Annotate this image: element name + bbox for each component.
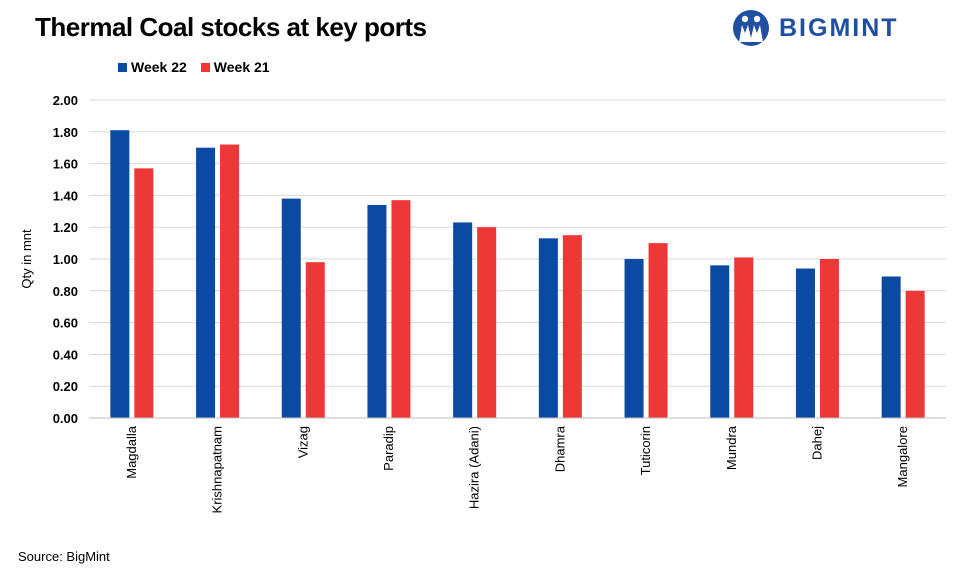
bar-week-22 xyxy=(795,268,815,418)
legend-label-week-21: Week 21 xyxy=(213,59,270,75)
bar-week-21 xyxy=(134,168,154,418)
legend-swatch-week-22 xyxy=(118,62,127,72)
x-tick-label: Tuticorin xyxy=(638,426,653,475)
bar-week-21 xyxy=(220,144,240,418)
bar-week-22 xyxy=(453,222,473,418)
x-tick-label: Paradip xyxy=(381,426,396,471)
legend-item-week-21: Week 21 xyxy=(200,59,270,75)
gridlines xyxy=(89,99,946,419)
chart-title: Thermal Coal stocks at key ports xyxy=(35,12,427,42)
bar-week-21 xyxy=(734,257,754,418)
x-tick-label: Hazira (Adani) xyxy=(467,426,482,509)
bar-week-22 xyxy=(367,204,387,418)
y-tick-label: 0.80 xyxy=(53,284,78,299)
bar-week-22 xyxy=(196,147,216,418)
source-note: Source: BigMint xyxy=(18,549,110,564)
bar-week-22 xyxy=(110,130,130,418)
x-axis-ticks: Magdalla Krishnapatnam Vizag Paradip Hazira … xyxy=(124,425,910,513)
bar-week-21 xyxy=(391,200,411,418)
y-axis-title: Qty in mnt xyxy=(19,229,34,289)
x-tick-label: Magdalla xyxy=(124,425,139,479)
x-tick-label: Vizag xyxy=(295,426,310,458)
bar-week-22 xyxy=(538,238,558,418)
bars xyxy=(110,130,925,418)
bar-chart: 0.00 0.20 0.40 0.60 0.80 1.00 1.20 1.40 1.60 1.80… xyxy=(19,93,946,513)
y-axis-ticks: 0.00 0.20 0.40 0.60 0.80 1.00 1.20 1.40 1.60 1.80… xyxy=(53,93,78,426)
legend: Week 22 Week 21 xyxy=(118,59,270,75)
logo-text: BIGMINT xyxy=(779,14,899,42)
x-tick-label: Mangalore xyxy=(895,426,910,487)
x-tick-label: Dahej xyxy=(809,426,824,460)
legend-item-week-22: Week 22 xyxy=(118,59,187,75)
y-tick-label: 0.40 xyxy=(53,347,78,362)
bar-week-21 xyxy=(819,259,839,418)
legend-swatch-week-21 xyxy=(200,62,210,72)
y-tick-label: 0.60 xyxy=(53,316,78,331)
y-tick-label: 0.00 xyxy=(53,411,78,426)
bar-week-22 xyxy=(881,276,901,418)
bar-week-21 xyxy=(905,290,925,418)
bar-week-22 xyxy=(281,198,301,418)
y-tick-label: 2.00 xyxy=(53,93,78,108)
y-tick-label: 1.60 xyxy=(53,157,78,172)
y-tick-label: 0.20 xyxy=(53,379,78,394)
logo-mark-icon xyxy=(733,10,769,46)
y-tick-label: 1.00 xyxy=(53,252,78,267)
y-tick-label: 1.80 xyxy=(53,125,78,140)
bar-week-21 xyxy=(477,227,497,418)
x-tick-label: Mundra xyxy=(724,425,739,470)
bigmint-logo: BIGMINT xyxy=(731,8,931,48)
legend-label-week-22: Week 22 xyxy=(131,59,187,75)
y-tick-label: 1.20 xyxy=(53,220,78,235)
bar-week-22 xyxy=(624,259,644,418)
bar-week-21 xyxy=(648,243,668,418)
x-tick-label: Dhamra xyxy=(552,425,567,472)
bar-week-21 xyxy=(305,262,325,418)
y-tick-label: 1.40 xyxy=(53,188,78,203)
bar-week-21 xyxy=(562,235,582,418)
x-tick-label: Krishnapatnam xyxy=(210,426,225,513)
bar-week-22 xyxy=(710,265,730,418)
